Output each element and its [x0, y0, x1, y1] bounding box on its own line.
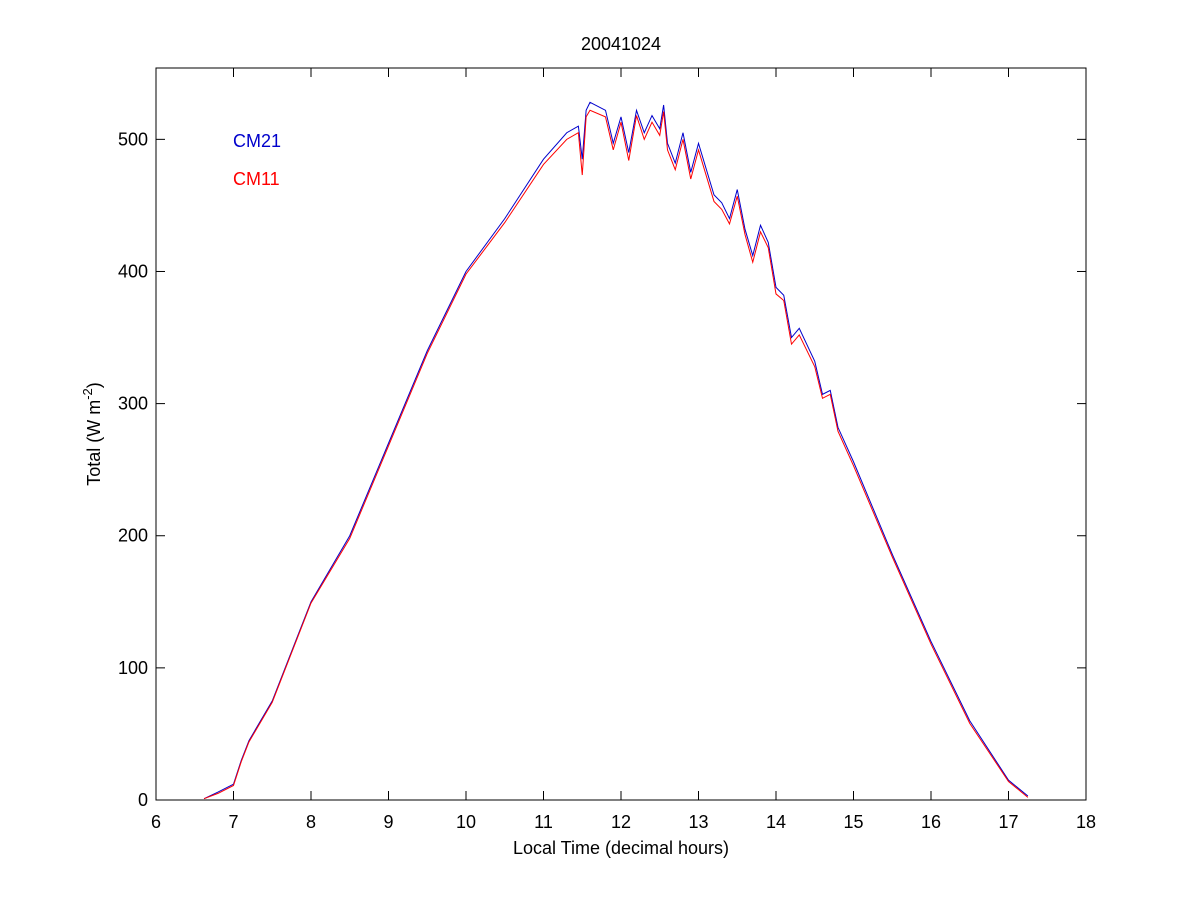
legend-entry: CM11 [233, 169, 280, 189]
plot-frame [155, 67, 1087, 801]
x-tick-label: 18 [1076, 812, 1096, 832]
x-tick-label: 14 [766, 812, 786, 832]
x-axis-label: Local Time (decimal hours) [513, 838, 729, 858]
x-tick-label: 8 [306, 812, 316, 832]
data-line [203, 101, 1029, 800]
y-tick-label: 200 [118, 526, 148, 546]
y-label-part: ) [84, 382, 104, 388]
y-tick-label: 400 [118, 261, 148, 281]
x-tick-label: 6 [151, 812, 161, 832]
x-tick-label: 17 [998, 812, 1018, 832]
y-tick-label: 500 [118, 129, 148, 149]
x-tick-label: 11 [534, 812, 553, 832]
y-tick-label: 300 [118, 394, 148, 414]
chart-title: 20041024 [581, 34, 661, 54]
x-tick-label: 10 [456, 812, 476, 832]
y-label-superscript: -2 [80, 388, 95, 400]
legend-entry: CM21 [233, 131, 281, 151]
x-tick-label: 15 [843, 812, 863, 832]
x-tick-label: 16 [921, 812, 941, 832]
x-tick-label: 12 [611, 812, 631, 832]
data-line [203, 109, 1029, 800]
x-tick-label: 9 [383, 812, 393, 832]
y-tick-label: 0 [138, 790, 148, 810]
x-tick-label: 7 [228, 812, 238, 832]
x-tick-label: 13 [688, 812, 708, 832]
y-label-part: Total (W m [84, 400, 104, 486]
y-axis-label: Total (W m-2) [80, 382, 104, 486]
y-tick-label: 100 [118, 658, 148, 678]
